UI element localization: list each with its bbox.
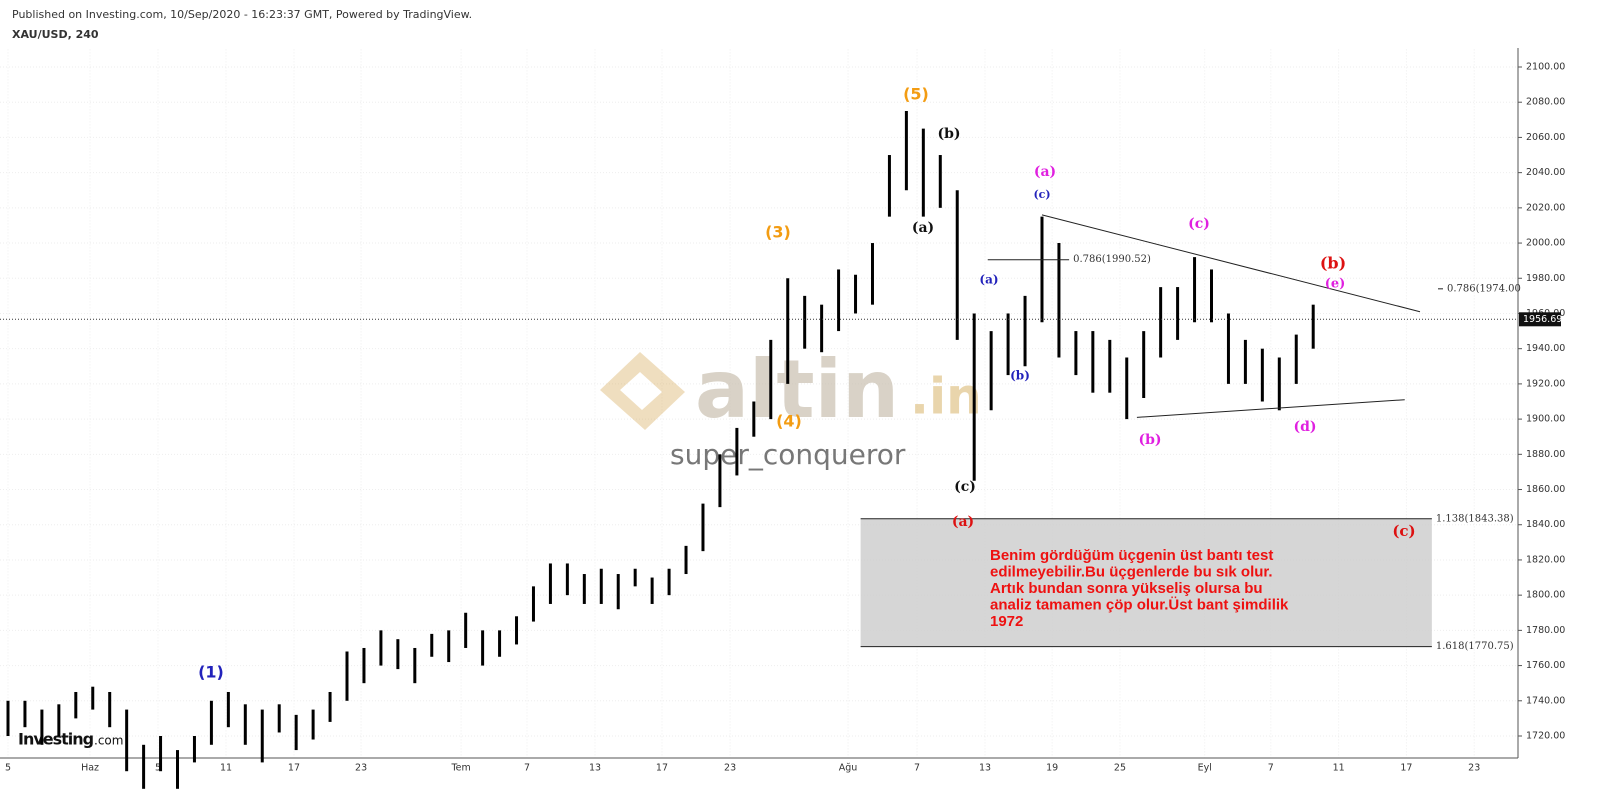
y-tick-label: 2020.00: [1526, 202, 1565, 213]
wave-label: (3): [765, 223, 791, 242]
x-tick-label: 13: [979, 763, 991, 774]
x-tick-label: Ağu: [839, 763, 858, 774]
wave-label: (c): [954, 479, 976, 495]
x-tick-label: 23: [1468, 763, 1480, 774]
wave-label: (5): [903, 85, 929, 104]
wave-label: (a): [1034, 164, 1056, 180]
y-tick-label: 1880.00: [1526, 449, 1565, 460]
watermark-brand: altin: [695, 343, 899, 436]
wave-label: (b): [1138, 432, 1161, 448]
last-price-label: 1956.69: [1523, 314, 1562, 325]
x-tick-label: 7: [914, 763, 920, 774]
wave-label: (a): [912, 220, 934, 236]
x-tick-label: Eyl: [1198, 763, 1212, 774]
y-tick-label: 1920.00: [1526, 378, 1565, 389]
y-tick-label: 1780.00: [1526, 625, 1565, 636]
fib-label: 1.618(1770.75): [1436, 641, 1514, 652]
investing-logo: Investing: [18, 730, 94, 749]
wave-label: (4): [776, 412, 802, 431]
y-tick-label: 2040.00: [1526, 167, 1565, 178]
note-line: edilmeyebilir.Bu üçgenlerde bu sık olur.: [990, 563, 1273, 580]
fib-label: 0.786(1990.52): [1073, 254, 1151, 265]
y-tick-label: 2060.00: [1526, 132, 1565, 143]
wave-label: (d): [1293, 419, 1316, 435]
y-tick-label: 1740.00: [1526, 695, 1565, 706]
y-tick-label: 1900.00: [1526, 414, 1565, 425]
author: super_conqueror: [670, 438, 906, 471]
wave-label: (e): [1325, 277, 1346, 292]
y-tick-label: 1820.00: [1526, 554, 1565, 565]
fib-label: 1.138(1843.38): [1436, 513, 1514, 524]
x-tick-label: 5: [155, 763, 161, 774]
y-tick-label: 1720.00: [1526, 730, 1565, 741]
logo-icon: [600, 352, 685, 430]
x-tick-label: 25: [1114, 763, 1126, 774]
y-tick-label: 1760.00: [1526, 660, 1565, 671]
wave-label: (b): [1320, 254, 1346, 273]
x-tick-label: 17: [656, 763, 668, 774]
wave-label: (c): [1392, 522, 1415, 540]
x-tick-label: 17: [288, 763, 300, 774]
note-line: Benim gördüğüm üçgenin üst bantı test: [990, 547, 1273, 564]
y-tick-label: 1940.00: [1526, 343, 1565, 354]
wave-label: (b): [937, 126, 960, 142]
note-line: 1972: [990, 613, 1023, 630]
wave-label: (c): [1033, 188, 1050, 201]
last-price-box: [1519, 312, 1561, 327]
wave-label: (b): [1010, 369, 1030, 383]
x-tick-label: 23: [355, 763, 367, 774]
wave-label: (1): [198, 663, 224, 682]
wave-label: (a): [952, 514, 974, 530]
y-tick-label: 2000.00: [1526, 238, 1565, 249]
grid: [0, 49, 1518, 758]
x-tick-label: 5: [5, 763, 11, 774]
x-tick-label: 17: [1400, 763, 1412, 774]
x-tick-label: 13: [589, 763, 601, 774]
x-tick-label: Haz: [81, 763, 99, 774]
investing-logo-suffix: .com: [94, 734, 123, 748]
x-tick-label: 11: [1333, 763, 1345, 774]
x-tick-label: 23: [724, 763, 736, 774]
trendline: [1041, 214, 1421, 313]
fib-zone: [860, 518, 1432, 647]
published: Published on Investing.com, 10/Sep/2020 …: [12, 8, 472, 21]
y-tick-label: 1840.00: [1526, 519, 1565, 530]
note-line: analiz tamamen çöp olur.Üst bant şimdili…: [990, 596, 1289, 613]
wave-label: (a): [979, 273, 998, 287]
fib-label: 0.786(1974.00: [1447, 283, 1521, 294]
y-tick-label: 2100.00: [1526, 62, 1565, 73]
x-tick-label: 19: [1046, 763, 1058, 774]
watermark-suffix: .in: [910, 368, 982, 426]
y-tick-label: 2080.00: [1526, 97, 1565, 108]
y-tick-label: 1980.00: [1526, 273, 1565, 284]
y-tick-label: 1860.00: [1526, 484, 1565, 495]
wave-label: (c): [1188, 216, 1210, 232]
x-tick-label: 7: [524, 763, 530, 774]
x-tick-label: 11: [220, 763, 232, 774]
y-tick-label: 1800.00: [1526, 590, 1565, 601]
note-line: Artık bundan sonra yükseliş olursa bu: [990, 580, 1263, 597]
x-tick-label: 7: [1268, 763, 1274, 774]
symbol: XAU/USD, 240: [12, 28, 99, 41]
trendline: [1136, 399, 1405, 418]
x-tick-label: Tem: [450, 763, 470, 774]
